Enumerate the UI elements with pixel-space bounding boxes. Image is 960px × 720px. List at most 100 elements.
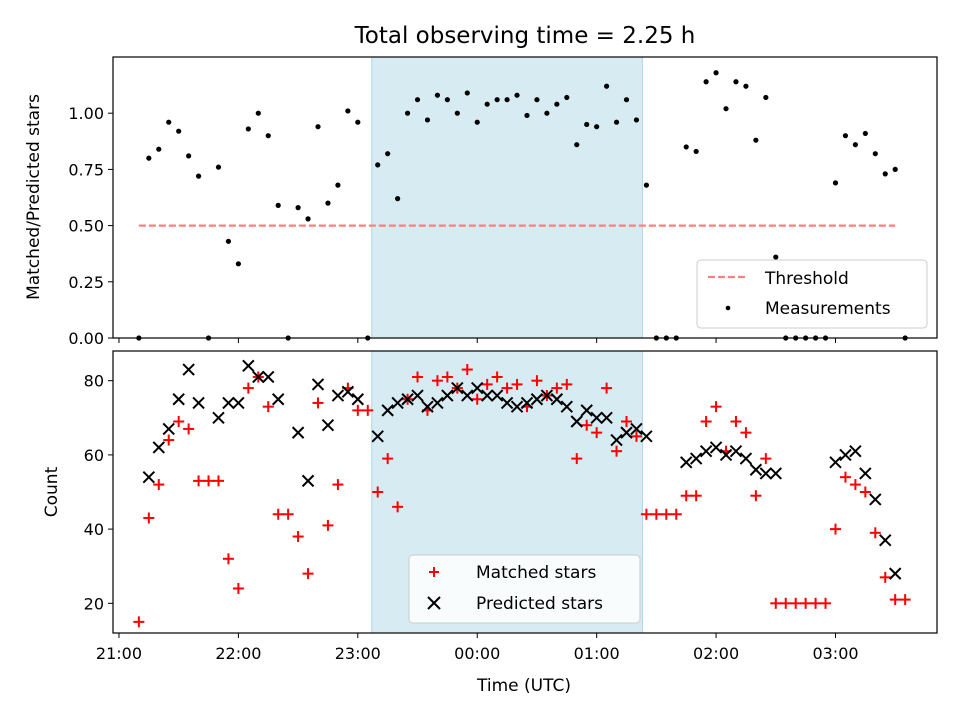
measurement-point <box>395 196 401 202</box>
measurement-point <box>424 117 431 123</box>
measurement-point <box>763 94 769 101</box>
predicted-star-point <box>331 389 345 402</box>
matched-star-point <box>810 597 822 609</box>
matched-star-point <box>710 401 722 413</box>
predicted-star-point <box>859 467 872 480</box>
predicted-star-point <box>391 396 404 410</box>
matched-star-point <box>899 594 911 606</box>
measurement-point <box>265 133 271 139</box>
measurement-point <box>176 128 182 134</box>
measurement-point <box>215 164 222 170</box>
predicted-star-point <box>172 393 185 406</box>
predicted-star-point <box>421 400 434 413</box>
predicted-star-point <box>630 422 643 436</box>
matched-star-point <box>571 453 583 465</box>
predicted-star-point <box>580 404 593 417</box>
top-y-axis-label: Matched/Predicted stars <box>24 94 44 300</box>
predicted-star-point <box>152 441 165 454</box>
matched-star-point <box>690 490 702 502</box>
predicted-star-point <box>451 381 464 395</box>
matched-star-point <box>312 397 324 409</box>
predicted-star-point <box>570 415 583 428</box>
measurement-point <box>325 200 331 206</box>
predicted-star-point <box>431 396 444 410</box>
predicted-star-point <box>699 444 713 458</box>
measurement-point <box>862 130 868 137</box>
matched-star-point <box>431 375 443 387</box>
measurement-point <box>554 101 560 107</box>
matched-star-point <box>591 427 603 439</box>
measurement-point <box>225 238 232 244</box>
measurement-point <box>305 216 311 222</box>
matched-star-point <box>561 378 573 390</box>
predicted-star-point <box>600 411 613 424</box>
measurement-point <box>146 155 152 161</box>
matched-star-point <box>780 597 792 609</box>
measurement-point <box>245 126 251 132</box>
measurement-point <box>385 151 391 157</box>
predicted-star-point <box>640 430 653 443</box>
measurement-point <box>414 97 421 103</box>
matched-star-point <box>820 597 832 609</box>
matched-star-point <box>262 401 274 413</box>
matched-star-point <box>839 471 851 483</box>
matched-star-point <box>621 416 633 427</box>
measurement-point <box>713 70 719 76</box>
predicted-star-point <box>510 400 524 413</box>
matched-star-point <box>770 597 782 609</box>
predicted-star-point <box>232 396 245 410</box>
matched-star-point <box>859 486 871 498</box>
measurement-point <box>454 110 460 116</box>
matched-star-point <box>392 501 404 513</box>
matched-star-point <box>153 479 165 491</box>
measurement-point <box>345 108 351 114</box>
matched-star-point <box>193 475 205 487</box>
matched-star-point <box>481 378 493 390</box>
bottom-y-tick-label: 60 <box>84 446 104 465</box>
bottom-x-tick-label: 22:00 <box>215 644 261 663</box>
matched-star-point <box>272 508 284 520</box>
predicted-star-point <box>461 389 474 402</box>
predicted-star-point <box>689 452 703 465</box>
predicted-star-point <box>749 463 763 476</box>
predicted-star-point <box>212 411 225 424</box>
predicted-star-point <box>480 389 494 402</box>
matched-star-point <box>372 486 384 498</box>
matched-star-point <box>680 490 692 502</box>
matched-star-point <box>670 508 682 520</box>
measurement-point <box>604 83 610 89</box>
bottom-x-tick-label: 00:00 <box>454 644 500 663</box>
matched-star-point <box>511 378 523 390</box>
measurement-point <box>524 112 530 119</box>
measurement-point <box>255 110 261 116</box>
predicted-star-point <box>182 363 195 376</box>
legend-predicted-swatch <box>427 596 441 610</box>
matched-star-point <box>730 416 742 427</box>
bottom-y-axis-label: Count <box>42 466 62 517</box>
matched-star-point <box>352 404 364 416</box>
measurement-point <box>703 79 709 85</box>
predicted-star-point <box>839 448 852 462</box>
predicted-star-point <box>709 441 723 454</box>
matched-star-point <box>471 393 483 405</box>
measurement-point <box>842 133 849 139</box>
measurement-point <box>156 146 162 152</box>
measurement-point <box>514 92 520 98</box>
matched-star-point <box>143 512 155 524</box>
top-y-tick-label: 0.00 <box>68 329 104 348</box>
predicted-star-point <box>620 426 633 439</box>
measurement-point <box>643 182 650 188</box>
measurement-point <box>683 144 689 150</box>
measurement-point <box>335 182 341 188</box>
x-axis-label: Time (UTC) <box>476 676 571 696</box>
matched-star-point <box>869 527 881 539</box>
predicted-star-point <box>500 396 514 410</box>
matched-star-point <box>750 490 762 502</box>
ratio-panel: 0.00 0.25 0.50 0.75 1.00 <box>68 56 938 348</box>
predicted-star-point <box>271 393 285 406</box>
predicted-star-point <box>291 426 305 439</box>
measurement-point <box>186 153 192 159</box>
bottom-x-tick-label: 02:00 <box>693 644 739 663</box>
predicted-star-point <box>471 381 484 395</box>
bottom-x-tick-label: 01:00 <box>574 644 620 663</box>
